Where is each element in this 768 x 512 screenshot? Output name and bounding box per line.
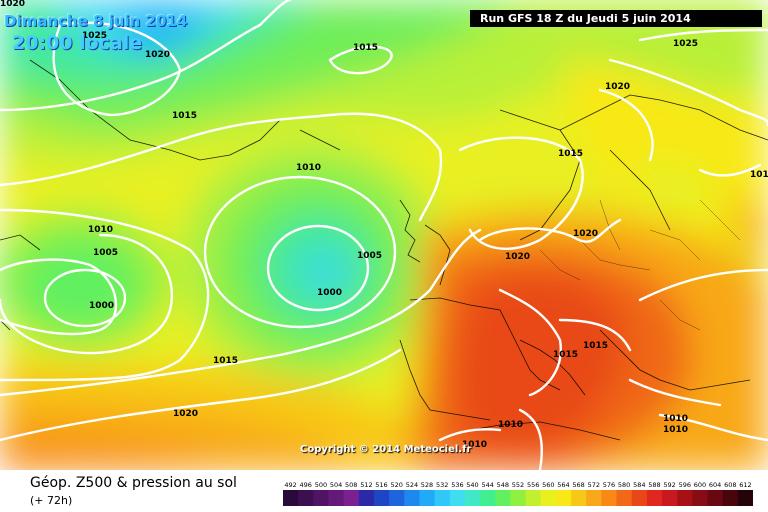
legend-tick-label: 492 [284,481,296,489]
legend-swatch [707,490,724,506]
legend-tick-label: 592 [663,481,675,489]
legend-tick-label: 548 [497,481,509,489]
legend-tick-label: 556 [527,481,539,489]
legend-tick-label: 580 [618,481,630,489]
isobar-label: 1010 [663,425,688,435]
isobar-label: 1020 [573,229,598,239]
isobar-label: 1015 [750,170,768,180]
legend-swatch [495,490,511,506]
isobar-label: 1010 [498,420,523,430]
legend-swatch [464,490,481,506]
legend-swatch [692,490,709,506]
isobar-label: 1015 [353,43,378,53]
legend-tick-label: 508 [345,481,357,489]
legend-swatch [313,490,329,506]
model-run-info: Run GFS 18 Z du Jeudi 5 juin 2014 [470,10,762,27]
legend-tick-label: 588 [648,481,660,489]
legend-tick-label: 568 [572,481,584,489]
legend-swatch [646,490,663,506]
forecast-date: Dimanche 8 juin 2014 [4,12,188,30]
isobar-label: 1015 [583,341,608,351]
isobar-label: 1020 [605,82,630,92]
copyright-notice: Copyright © 2014 Meteociel.fr [300,444,472,455]
legend-swatch [662,490,678,506]
isobar-label: 1015 [558,149,583,159]
legend-swatch [419,490,436,506]
isobar-label: 1005 [357,251,382,261]
isobar-label: 1015 [172,111,197,121]
isobar-label: 1020 [505,252,530,262]
legend-swatch [555,490,572,506]
legend-swatch [434,490,451,506]
legend-swatch [616,490,633,506]
legend-tick-label: 584 [633,481,645,489]
isobar-label: 1025 [82,31,107,41]
pressure-chart-map: 1025 1020 1015 1015 1025 1015 1010 1020 … [0,0,768,470]
legend-tick-label: 564 [557,481,569,489]
isobar-label: 1015 [213,356,238,366]
legend-swatch [737,490,753,506]
isobar-label: 1005 [93,248,118,258]
legend-swatch [480,490,496,506]
legend-swatch [571,490,587,506]
isobar-label: 1000 [89,301,114,311]
legend-tick-label: 544 [481,481,493,489]
legend-swatch [722,490,739,506]
legend-swatch [283,490,299,506]
isobar-label: 1010 [296,163,321,173]
legend-tick-label: 496 [299,481,311,489]
legend-swatch [374,490,390,506]
legend-swatch [601,490,618,506]
isobar-label: 1020 [145,50,170,60]
isobar-label: 1000 [317,288,342,298]
legend-tick-label: 532 [436,481,448,489]
legend-swatch [298,490,314,506]
legend-tick-label: 520 [390,481,402,489]
legend-swatch [525,490,542,506]
isobar-label: 1025 [673,39,698,49]
legend-swatch [358,490,375,506]
legend-tick-label: 504 [330,481,342,489]
isobar-label: 1010 [88,225,113,235]
isobar-label: 1010 [663,414,688,424]
legend-swatch [328,490,345,506]
legend-tick-label: 576 [603,481,615,489]
isobar-label: 1015 [553,350,578,360]
forecast-time: 20:00 locale [12,32,143,54]
legend-swatch [389,490,405,506]
legend-tick-label: 572 [588,481,600,489]
legend-tick-label: 528 [421,481,433,489]
legend-swatch [631,490,648,506]
legend-tick-label: 596 [679,481,691,489]
legend-swatch [510,490,527,506]
isobar-label: 1020 [0,0,25,9]
legend-tick-label: 512 [360,481,372,489]
legend-swatch [449,490,466,506]
legend-tick-label: 600 [694,481,706,489]
isobar-label: 1010 [462,440,487,450]
legend-tick-label: 612 [739,481,751,489]
legend-tick-label: 604 [709,481,721,489]
legend-tick-label: 540 [466,481,478,489]
product-title: Géop. Z500 & pression au sol [30,475,237,491]
legend-tick-label: 524 [406,481,418,489]
color-scale-legend: 492 496 500 504 508 512 516 520 524 528 532 536 540 5… [283,481,753,506]
legend-swatch [540,490,557,506]
isobar-label: 1020 [173,409,198,419]
legend-swatch [404,490,420,506]
legend-tick-label: 608 [724,481,736,489]
legend-swatch [343,490,360,506]
lead-time: (+ 72h) [30,494,73,507]
legend-tick-label: 552 [512,481,524,489]
legend-swatch [677,490,693,506]
legend-tick-label: 516 [375,481,387,489]
legend-swatch [586,490,602,506]
legend-tick-label: 500 [315,481,327,489]
legend-tick-label: 536 [451,481,463,489]
legend-tick-label: 560 [542,481,554,489]
